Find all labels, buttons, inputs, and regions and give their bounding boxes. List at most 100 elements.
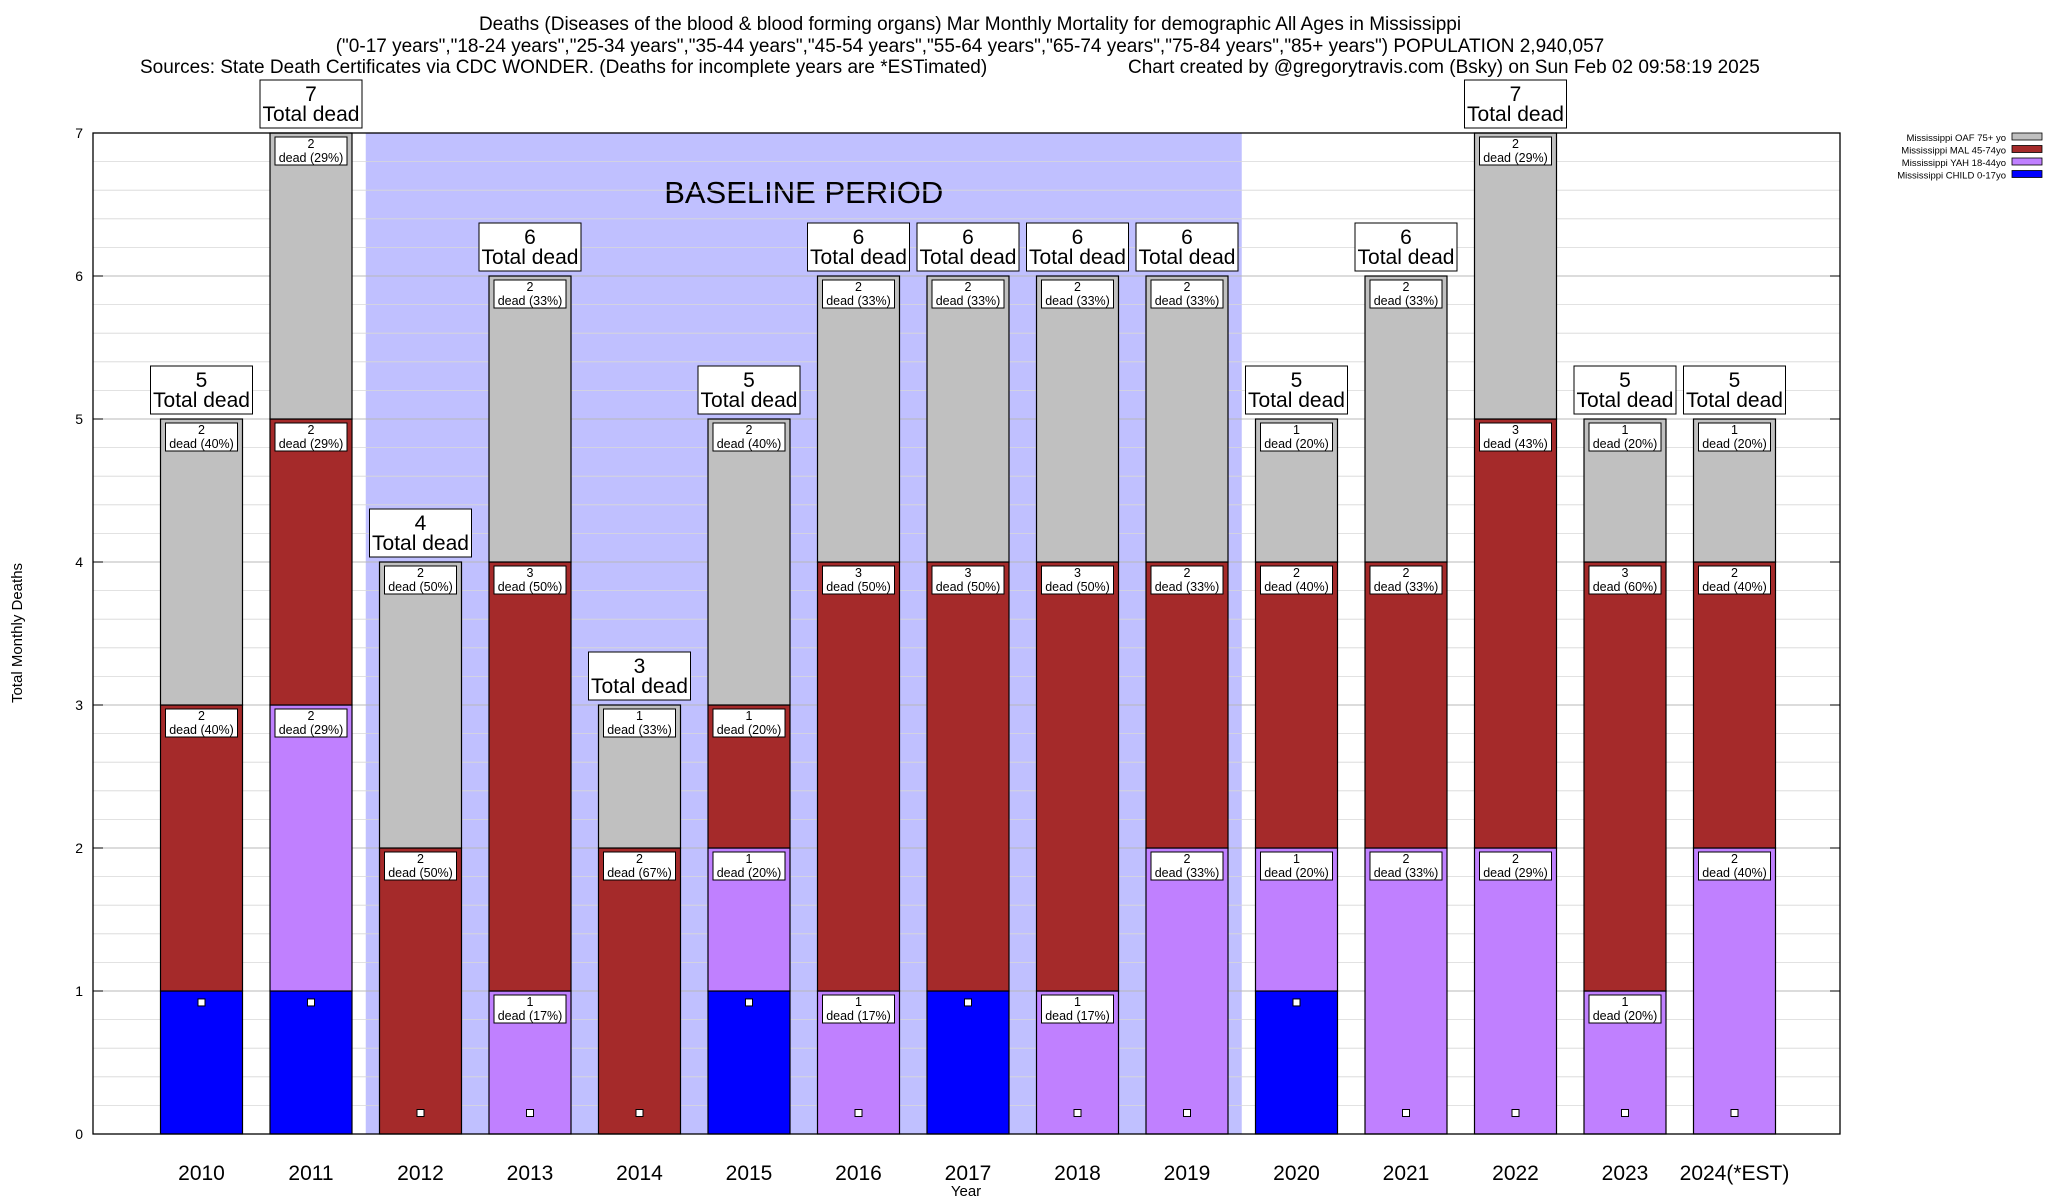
total-value: 7: [1510, 83, 1522, 106]
segment-value: 1: [855, 995, 862, 1009]
total-box: [916, 222, 1020, 272]
segment-label: dead (40%): [1702, 866, 1767, 880]
total-box: [588, 651, 691, 701]
total-value: 6: [524, 226, 536, 249]
total-label: Total dead: [1029, 246, 1126, 269]
segment-value: 3: [965, 566, 972, 580]
y-tick-label: 5: [75, 411, 83, 427]
bar-segment: [1692, 847, 1777, 1135]
y-tick-label: 6: [75, 268, 83, 284]
segment-label-box: [1588, 565, 1662, 595]
bar-segment: [488, 275, 572, 563]
plot-border: [92, 132, 1841, 1135]
bar-segment: [1583, 561, 1667, 992]
total-label: Total dead: [701, 389, 798, 412]
segment-label: dead (67%): [607, 866, 672, 880]
x-tick-label: 2022: [1492, 1162, 1539, 1185]
child-marker: [416, 1109, 425, 1117]
child-marker: [1183, 1109, 1191, 1117]
segment-label-box: [1260, 565, 1333, 595]
segment-value: 3: [1622, 566, 1629, 580]
segment-value: 3: [855, 566, 862, 580]
total-value: 7: [305, 83, 317, 106]
legend-swatch: [2011, 145, 2043, 153]
x-tick-label: 2012: [397, 1162, 444, 1185]
segment-value: 2: [1293, 566, 1300, 580]
segment-label-box: [1260, 851, 1333, 881]
segment-label: dead (20%): [717, 866, 782, 880]
segment-label-box: [1369, 279, 1443, 309]
child-marker: [526, 1109, 534, 1117]
y-tick-label: 2: [75, 840, 83, 856]
segment-label-box: [822, 994, 895, 1024]
bar-segment: [707, 990, 791, 1135]
segment-label-box: [1698, 422, 1771, 452]
segment-label-box: [931, 279, 1005, 309]
child-marker: [745, 998, 753, 1007]
segment-label-box: [1041, 565, 1114, 595]
x-tick-label: 2014: [616, 1162, 663, 1185]
segment-label-box: [1588, 994, 1662, 1024]
bar-segment: [1692, 561, 1777, 849]
segment-value: 3: [1074, 566, 1081, 580]
total-value: 3: [634, 655, 646, 678]
segment-label: dead (29%): [1483, 151, 1548, 165]
bar-segment: [707, 418, 791, 706]
child-marker: [1292, 998, 1301, 1007]
total-value: 6: [1181, 226, 1193, 249]
total-label: Total dead: [1577, 389, 1674, 412]
segment-label: dead (50%): [826, 580, 891, 594]
segment-value: 2: [1731, 852, 1738, 866]
segment-label: dead (40%): [717, 437, 782, 451]
y-tick-label: 3: [75, 697, 83, 713]
bar-segment: [159, 418, 244, 706]
child-marker: [1402, 1109, 1410, 1117]
segment-value: 1: [1622, 995, 1629, 1009]
segment-label: dead (40%): [1702, 580, 1767, 594]
child-marker: [635, 1109, 644, 1117]
segment-value: 2: [1184, 280, 1191, 294]
segment-value: 1: [746, 852, 753, 866]
segment-label-box: [712, 708, 786, 738]
bar-segment: [159, 990, 244, 1135]
segment-label-box: [1588, 422, 1662, 452]
segment-label: dead (33%): [936, 294, 1001, 308]
x-tick-label: 2010: [178, 1162, 225, 1185]
segment-label-box: [493, 565, 567, 595]
segment-value: 1: [1293, 423, 1300, 437]
segment-label-box: [274, 708, 348, 738]
total-box: [1026, 222, 1129, 272]
segment-value: 2: [308, 709, 315, 723]
bar-segment: [1473, 132, 1558, 420]
segment-label-box: [384, 565, 457, 595]
bar-segment: [1254, 990, 1339, 1135]
x-tick-label: 2023: [1602, 1162, 1649, 1185]
segment-label-box: [1041, 994, 1114, 1024]
total-label: Total dead: [1139, 246, 1236, 269]
chart-credit: Chart created by @gregorytravis.com (Bsk…: [1128, 57, 1760, 78]
segment-label-box: [1698, 851, 1771, 881]
bar-segment: [1145, 847, 1229, 1135]
segment-label-box: [274, 422, 348, 452]
segment-value: 2: [198, 423, 205, 437]
total-label: Total dead: [372, 532, 469, 555]
bar-segment: [378, 847, 463, 1135]
segment-value: 1: [746, 709, 753, 723]
segment-label: dead (40%): [169, 723, 234, 737]
child-marker: [307, 998, 315, 1007]
legend-entry: Mississippi MAL 45-74yo: [1901, 146, 2006, 157]
legend-swatch: [2011, 132, 2043, 141]
child-marker: [1511, 1109, 1520, 1117]
total-box: [1245, 365, 1348, 415]
segment-label: dead (33%): [498, 294, 563, 308]
bar-segment: [269, 418, 353, 706]
total-box: [369, 508, 472, 558]
segment-value: 2: [527, 280, 534, 294]
segment-label-box: [1369, 565, 1443, 595]
segment-value: 2: [1184, 852, 1191, 866]
total-value: 5: [743, 369, 755, 392]
legend-entry: Mississippi CHILD 0-17yo: [1897, 171, 2006, 182]
segment-value: 2: [1403, 280, 1410, 294]
total-box: [807, 222, 910, 272]
